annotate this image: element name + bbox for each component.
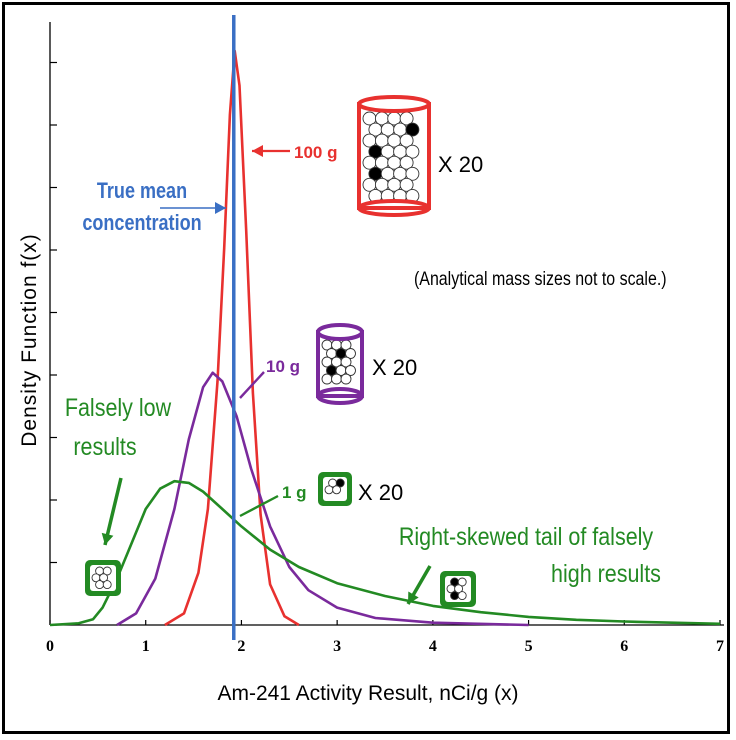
- x-axis-label: Am-241 Activity Result, nCi/g (x): [217, 682, 519, 705]
- right-tail-line1: Right-skewed tail of falsely: [399, 522, 654, 550]
- series-line-10g: [116, 371, 529, 627]
- true-mean-label-line2: concentration: [82, 211, 201, 235]
- label-1g: 1 g: [282, 483, 307, 502]
- sample-100g-particles: [362, 111, 420, 203]
- sample-low-particles: [91, 566, 112, 590]
- sample-100g-bottom: [357, 199, 431, 217]
- x-tick-label: 4: [429, 638, 437, 655]
- x-tick-label: 3: [333, 638, 341, 655]
- note-not-to-scale: (Analytical mass sizes not to scale.): [414, 268, 667, 290]
- sample-10g-top: [316, 323, 364, 341]
- x-tick-label: 1: [142, 638, 150, 655]
- x-tick-label: 0: [46, 638, 54, 655]
- x20-100g: X 20: [438, 152, 483, 177]
- x-tick-label: 5: [525, 638, 533, 655]
- true-mean-label-line1: True mean: [97, 179, 187, 203]
- x20-10g: X 20: [372, 355, 417, 380]
- x20-1g: X 20: [358, 480, 403, 505]
- right-tail-line2: high results: [551, 559, 661, 587]
- sample-10g-bottom: [316, 387, 364, 405]
- x-tick-label: 2: [237, 638, 245, 655]
- label-100g: 100 g: [294, 143, 337, 162]
- falsely-low-line2: results: [73, 432, 136, 460]
- falsely-low-line1: Falsely low: [65, 393, 171, 421]
- label-10g: 10 g: [266, 357, 300, 376]
- leader-1g: [239, 494, 279, 518]
- sample-high-particles: [446, 577, 467, 601]
- x-tick-label: 7: [716, 638, 724, 655]
- sample-100g-top: [357, 95, 431, 113]
- x-tick-label: 6: [620, 638, 628, 655]
- falsely-low-arrow-head: [101, 532, 114, 545]
- series-line-100g: [164, 49, 300, 627]
- falsely-low-arrow: [103, 477, 123, 546]
- true-mean-arrow-head: [215, 202, 226, 214]
- chart-frame: [2, 2, 730, 734]
- sample-1g-particles: [324, 478, 345, 495]
- arrow-100g-head: [252, 145, 263, 157]
- sample-10g-particles: [321, 339, 356, 385]
- leader-10g: [239, 371, 265, 399]
- y-axis-label: Density Function f(x): [18, 233, 41, 447]
- right-tail-arrow-head: [408, 591, 419, 604]
